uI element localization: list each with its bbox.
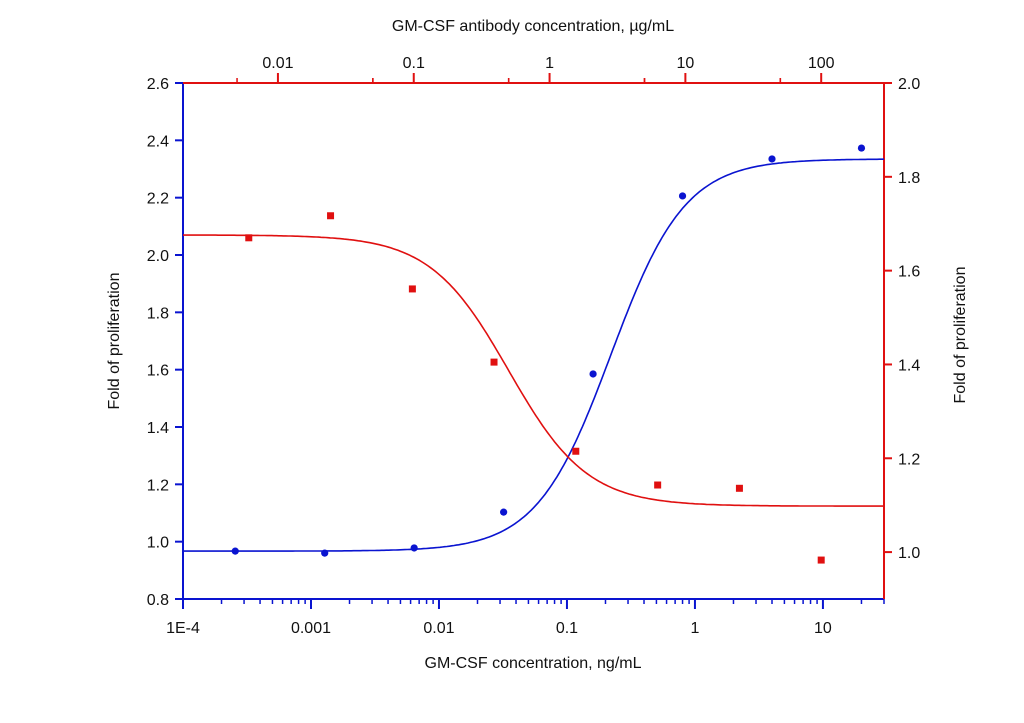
blue-data-point xyxy=(857,144,866,152)
red-data-point xyxy=(327,212,335,220)
x2-axis-label: GM-CSF antibody concentration, µg/mL xyxy=(392,18,674,35)
y2-tick-label: 1.8 xyxy=(898,170,920,187)
data-points xyxy=(231,144,866,564)
y-tick-label: 0.8 xyxy=(147,592,169,609)
red-data-point xyxy=(490,358,498,366)
y-tick-label: 2.0 xyxy=(147,248,169,265)
red-data-point xyxy=(572,447,580,455)
blue-data-point xyxy=(589,370,597,378)
blue-data-point xyxy=(768,155,776,163)
blue-data-point xyxy=(231,547,239,555)
y-tick-label: 1.2 xyxy=(147,477,169,494)
blue-data-point xyxy=(410,544,418,552)
fit-curves xyxy=(183,158,884,552)
x-tick-label: 0.001 xyxy=(291,620,331,637)
y2-tick-label: 1.6 xyxy=(898,264,920,281)
red-fit-curve xyxy=(183,234,884,507)
x2-tick-label: 100 xyxy=(808,55,835,72)
y2-tick-label: 2.0 xyxy=(898,76,920,93)
x-tick-label: 0.1 xyxy=(556,620,578,637)
y-axis-label: Fold of proliferation xyxy=(106,273,123,410)
y-tick-label: 1.0 xyxy=(147,535,169,552)
y-tick-label: 2.2 xyxy=(147,191,169,208)
red-data-point xyxy=(654,481,662,489)
red-data-point xyxy=(735,484,743,492)
y2-tick-label: 1.4 xyxy=(898,357,920,374)
x-axis-label: GM-CSF concentration, ng/mL xyxy=(425,655,642,672)
red-data-point xyxy=(408,285,416,293)
y2-tick-label: 1.2 xyxy=(898,451,920,468)
blue-data-point xyxy=(678,192,687,200)
y-tick-label: 1.6 xyxy=(147,363,169,380)
y-tick-label: 1.8 xyxy=(147,305,169,322)
blue-data-point xyxy=(500,508,508,516)
y2-tick-label: 1.0 xyxy=(898,545,920,562)
red-data-point xyxy=(245,234,253,242)
y-tick-label: 1.4 xyxy=(147,420,169,437)
axes: 1E-4 0.001 0.01 0.1 1 10 0.01 0.1 1 10 100 0.8 1.0 1.… xyxy=(147,55,921,637)
x-tick-label: 0.01 xyxy=(423,620,454,637)
red-data-point xyxy=(817,556,825,564)
x2-tick-label: 0.01 xyxy=(262,55,293,72)
x-tick-label: 1E-4 xyxy=(166,620,200,637)
x-tick-label: 1 xyxy=(690,620,699,637)
y-tick-label: 2.6 xyxy=(147,76,169,93)
x2-tick-label: 1 xyxy=(545,55,554,72)
blue-data-point xyxy=(321,549,329,557)
y-tick-label: 2.4 xyxy=(147,133,169,150)
x2-tick-label: 0.1 xyxy=(403,55,425,72)
blue-fit-curve xyxy=(183,158,884,552)
x2-tick-label: 10 xyxy=(676,55,694,72)
x-tick-label: 10 xyxy=(814,620,832,637)
y2-axis-label: Fold of proliferation xyxy=(952,267,969,404)
